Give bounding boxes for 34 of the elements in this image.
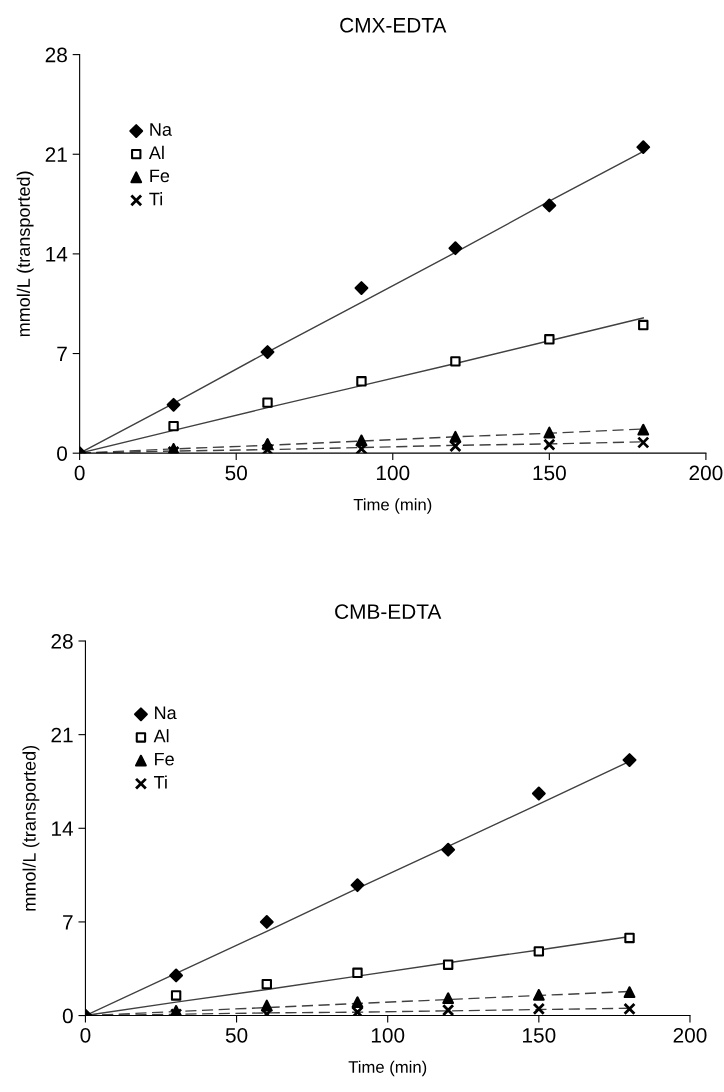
- y-tick-label: 14: [52, 821, 74, 836]
- x-tick-label: 50: [225, 465, 247, 481]
- y-tick-label: 0: [62, 1008, 73, 1024]
- y-tick-label: 7: [63, 915, 73, 930]
- legend-label: Ti: [149, 192, 163, 206]
- x-tick-label: 0: [74, 465, 85, 481]
- x-tick-label: 0: [80, 1027, 91, 1043]
- y-tick-label: 14: [46, 247, 68, 262]
- chart-title: CMX-EDTA: [340, 17, 447, 33]
- y-tick-label: 28: [45, 47, 67, 63]
- x-axis-title: Time (min): [348, 1060, 427, 1077]
- y-tick-label: 21: [51, 727, 73, 743]
- legend-label: Al: [148, 145, 164, 159]
- legend-label: Na: [155, 706, 177, 720]
- x-tick-label: 150: [533, 465, 566, 481]
- legend-label: Fe: [155, 752, 174, 766]
- legend-label: Al: [153, 729, 169, 743]
- y-tick-label: 0: [57, 446, 68, 461]
- x-tick-label: 50: [225, 1027, 248, 1043]
- x-tick-label: 150: [523, 1027, 556, 1043]
- legend-label: Na: [150, 123, 172, 136]
- y-axis-title: mmol/L (transported): [22, 745, 40, 911]
- legend-label: Fe: [150, 169, 170, 183]
- y-tick-label: 28: [51, 634, 73, 649]
- y-tick-label: 7: [57, 346, 67, 362]
- chart-title: CMB-EDTA: [335, 604, 442, 619]
- y-tick-label: 21: [45, 147, 67, 162]
- x-tick-label: 100: [371, 1027, 405, 1043]
- legend-label: Ti: [153, 775, 167, 789]
- x-tick-label: 100: [376, 465, 410, 481]
- y-axis-title: mmol/L (transported): [16, 171, 34, 337]
- x-tick-label: 200: [673, 1027, 707, 1043]
- x-tick-label: 200: [689, 465, 723, 481]
- x-axis-title: Time (min): [353, 498, 432, 514]
